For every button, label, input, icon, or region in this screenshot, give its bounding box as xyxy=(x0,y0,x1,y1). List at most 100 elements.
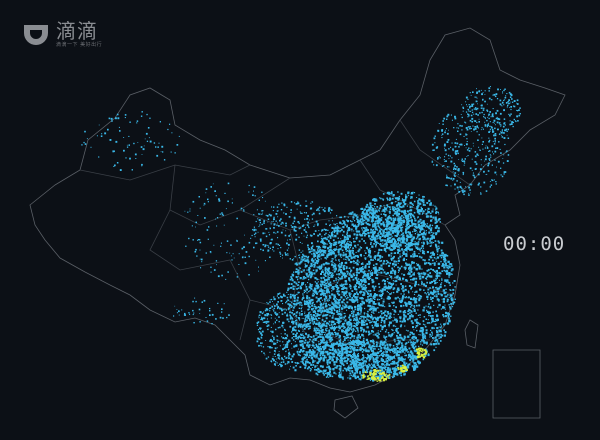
ride-point xyxy=(406,251,408,253)
ride-point xyxy=(327,276,329,278)
ride-point xyxy=(311,353,314,356)
ride-point xyxy=(394,276,396,278)
ride-point xyxy=(346,219,348,221)
ride-point xyxy=(434,271,437,274)
ride-point xyxy=(353,325,356,327)
ride-point xyxy=(393,206,395,208)
ride-point xyxy=(335,335,337,337)
ride-point xyxy=(365,205,368,208)
ride-point xyxy=(351,347,354,350)
ride-point xyxy=(378,290,380,292)
ride-point xyxy=(274,347,277,350)
ride-point xyxy=(338,352,341,355)
ride-point xyxy=(355,285,357,287)
ride-point xyxy=(396,290,399,293)
ride-point xyxy=(410,270,413,273)
ride-point xyxy=(395,368,398,370)
ride-point xyxy=(338,358,340,360)
ride-point xyxy=(315,332,317,334)
ride-point xyxy=(316,313,318,315)
ride-point xyxy=(296,362,299,364)
ride-point xyxy=(265,357,268,360)
ride-point xyxy=(351,309,353,311)
ride-point xyxy=(363,321,366,324)
ride-point xyxy=(386,357,389,360)
ride-point xyxy=(426,202,429,204)
ride-point xyxy=(297,352,299,354)
ride-point xyxy=(428,303,430,305)
ride-point xyxy=(411,345,414,348)
ride-point xyxy=(382,354,385,358)
ride-point xyxy=(430,298,433,300)
ride-point xyxy=(427,207,430,210)
ride-point xyxy=(322,263,325,266)
ride-point xyxy=(427,288,430,291)
ride-point xyxy=(343,330,346,333)
ride-point xyxy=(440,333,442,336)
ride-point xyxy=(444,295,447,298)
ride-point xyxy=(326,327,328,329)
ride-point xyxy=(398,212,401,215)
ride-point xyxy=(312,335,315,337)
ride-point xyxy=(414,350,417,352)
ride-point xyxy=(416,211,419,213)
ride-point xyxy=(306,264,308,267)
ride-point xyxy=(310,318,312,319)
ride-point xyxy=(365,233,367,235)
ride-point xyxy=(346,336,349,339)
ride-point xyxy=(367,249,371,252)
ride-point xyxy=(349,314,352,317)
ride-point xyxy=(402,232,404,234)
ride-point xyxy=(332,288,334,291)
ride-point xyxy=(320,247,321,249)
ride-point xyxy=(333,310,335,312)
ride-point xyxy=(385,350,386,352)
ride-point xyxy=(382,292,384,295)
ride-point xyxy=(350,212,352,214)
ride-point xyxy=(427,319,429,321)
ride-point xyxy=(388,210,391,213)
ride-point xyxy=(307,341,309,343)
ride-point xyxy=(279,326,281,329)
ride-point xyxy=(305,326,308,329)
ride-point xyxy=(338,323,340,325)
ride-point xyxy=(324,278,326,281)
ride-point xyxy=(414,300,417,303)
ride-point xyxy=(326,308,329,311)
ride-point xyxy=(419,323,421,325)
ride-point xyxy=(335,283,337,286)
ride-point xyxy=(396,243,398,245)
ride-point xyxy=(416,231,418,233)
ride-point xyxy=(357,259,359,261)
ride-point xyxy=(319,283,322,285)
ride-point xyxy=(298,291,300,293)
ride-point xyxy=(285,350,287,352)
ride-point xyxy=(348,272,351,275)
ride-point xyxy=(321,309,323,312)
ride-point xyxy=(313,330,315,332)
ride-point xyxy=(443,329,445,331)
ride-point xyxy=(293,313,296,315)
ride-point xyxy=(443,255,445,257)
ride-point xyxy=(398,358,401,361)
ride-point xyxy=(435,318,437,320)
ride-point xyxy=(418,194,420,196)
ride-point xyxy=(347,243,350,245)
ride-point xyxy=(345,251,347,252)
ride-point xyxy=(423,289,425,291)
ride-point xyxy=(321,249,324,252)
ride-point xyxy=(329,296,332,299)
ride-point xyxy=(374,220,377,222)
ride-point xyxy=(374,199,376,201)
ride-point xyxy=(323,341,326,344)
ride-point xyxy=(296,332,298,335)
ride-point xyxy=(403,310,406,312)
ride-point xyxy=(364,288,367,290)
ride-point xyxy=(419,218,422,221)
ride-point xyxy=(368,269,370,272)
ride-point xyxy=(267,356,270,358)
ride-point xyxy=(377,232,379,235)
ride-point xyxy=(441,241,444,244)
ride-point xyxy=(343,327,345,330)
ride-point xyxy=(408,269,410,270)
